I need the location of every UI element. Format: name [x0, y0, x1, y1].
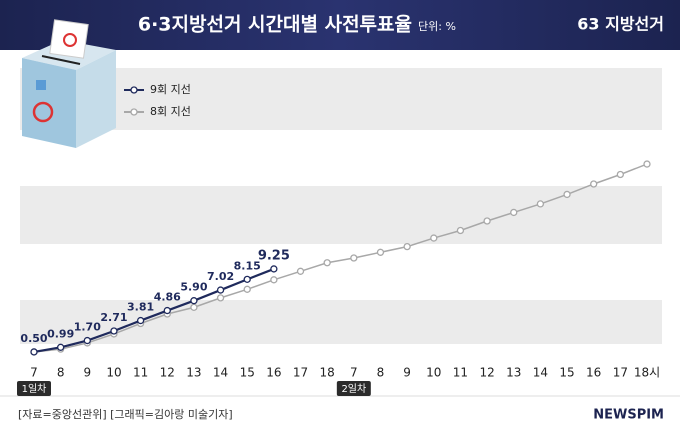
legend-label: 8회 지선: [150, 105, 191, 118]
x-tick-label: 14: [533, 366, 548, 380]
x-tick-label: 16: [266, 366, 281, 380]
point: [643, 160, 651, 168]
point: [270, 276, 278, 284]
day-badge: [336, 381, 371, 396]
legend-label: 9회 지선: [150, 83, 191, 96]
x-tick-label: 15: [240, 366, 255, 380]
x-tick-label: 12: [479, 366, 494, 380]
day-badge: [17, 381, 51, 396]
value-label: 0.50: [20, 332, 47, 345]
point: [216, 294, 225, 302]
value-label: 7.02: [207, 270, 234, 283]
x-tick-label: 15: [559, 366, 574, 380]
x-tick-label: 9: [83, 366, 91, 380]
point: [243, 275, 251, 284]
source: [자료=중앙선관위] [그래픽=김아랑 미술기자]: [18, 408, 233, 421]
series-line: [33, 163, 648, 353]
x-tick-label: 7: [350, 366, 358, 380]
x-tick-label: 10: [426, 366, 441, 380]
point: [590, 180, 598, 188]
point: [190, 303, 198, 312]
x-tick-label: 11: [453, 366, 468, 380]
point: [376, 248, 385, 256]
point: [510, 208, 518, 217]
legend-marker: [130, 86, 138, 94]
value-label: 5.90: [180, 281, 207, 294]
x-tick-label: 18시: [634, 366, 660, 380]
x-tick-label: 13: [506, 366, 521, 380]
day-label: 1일차: [22, 383, 47, 395]
point: [616, 170, 624, 179]
point: [536, 200, 545, 208]
value-label: 0.99: [47, 327, 74, 340]
point: [190, 297, 198, 305]
value-label: 1.70: [74, 321, 101, 334]
value-label: 2.71: [100, 311, 127, 324]
brand: NEWSPIM: [593, 408, 664, 423]
value-label: 3.81: [127, 301, 154, 314]
x-tick-label: 17: [613, 366, 628, 380]
point: [30, 348, 38, 356]
value-label: 4.86: [154, 291, 181, 304]
x-tick-label: 7: [30, 366, 38, 380]
x-tick-label: 18: [320, 366, 335, 380]
point: [323, 259, 331, 267]
x-tick-label: 16: [586, 366, 601, 380]
series-line: [33, 267, 275, 354]
x-tick-label: 8: [377, 366, 385, 380]
header-bar: [0, 0, 680, 50]
point: [403, 242, 411, 251]
point: [270, 265, 278, 273]
band: [20, 68, 662, 130]
point: [163, 306, 171, 315]
x-tick-label: 9: [403, 366, 411, 380]
point: [110, 327, 118, 335]
point: [136, 316, 145, 325]
x-tick-label: 8: [57, 366, 65, 380]
x-tick-label: 11: [133, 366, 148, 380]
band: [20, 186, 662, 244]
value-label: 9.25: [258, 248, 290, 263]
ballot-box: [22, 19, 116, 148]
legend-marker: [130, 108, 138, 116]
logo: 63 지방선거: [577, 15, 664, 34]
point: [430, 234, 438, 242]
point: [350, 254, 358, 262]
value-label: 8.15: [234, 259, 261, 272]
x-tick-label: 12: [160, 366, 175, 380]
x-tick-label: 14: [213, 366, 228, 380]
x-tick-label: 10: [106, 366, 121, 380]
x-tick-label: 17: [293, 366, 308, 380]
point: [483, 217, 491, 225]
point: [216, 286, 225, 294]
point: [57, 343, 65, 351]
day-label: 2일차: [341, 383, 366, 395]
unit-label: 단위: %: [418, 20, 456, 33]
point: [243, 285, 251, 293]
point: [296, 267, 305, 275]
band: [20, 300, 662, 344]
point: [563, 190, 571, 199]
x-tick-label: 13: [186, 366, 201, 380]
point: [83, 336, 91, 345]
chart-title: 6·3지방선거 시간대별 사전투표율: [138, 14, 412, 36]
point: [456, 226, 465, 235]
